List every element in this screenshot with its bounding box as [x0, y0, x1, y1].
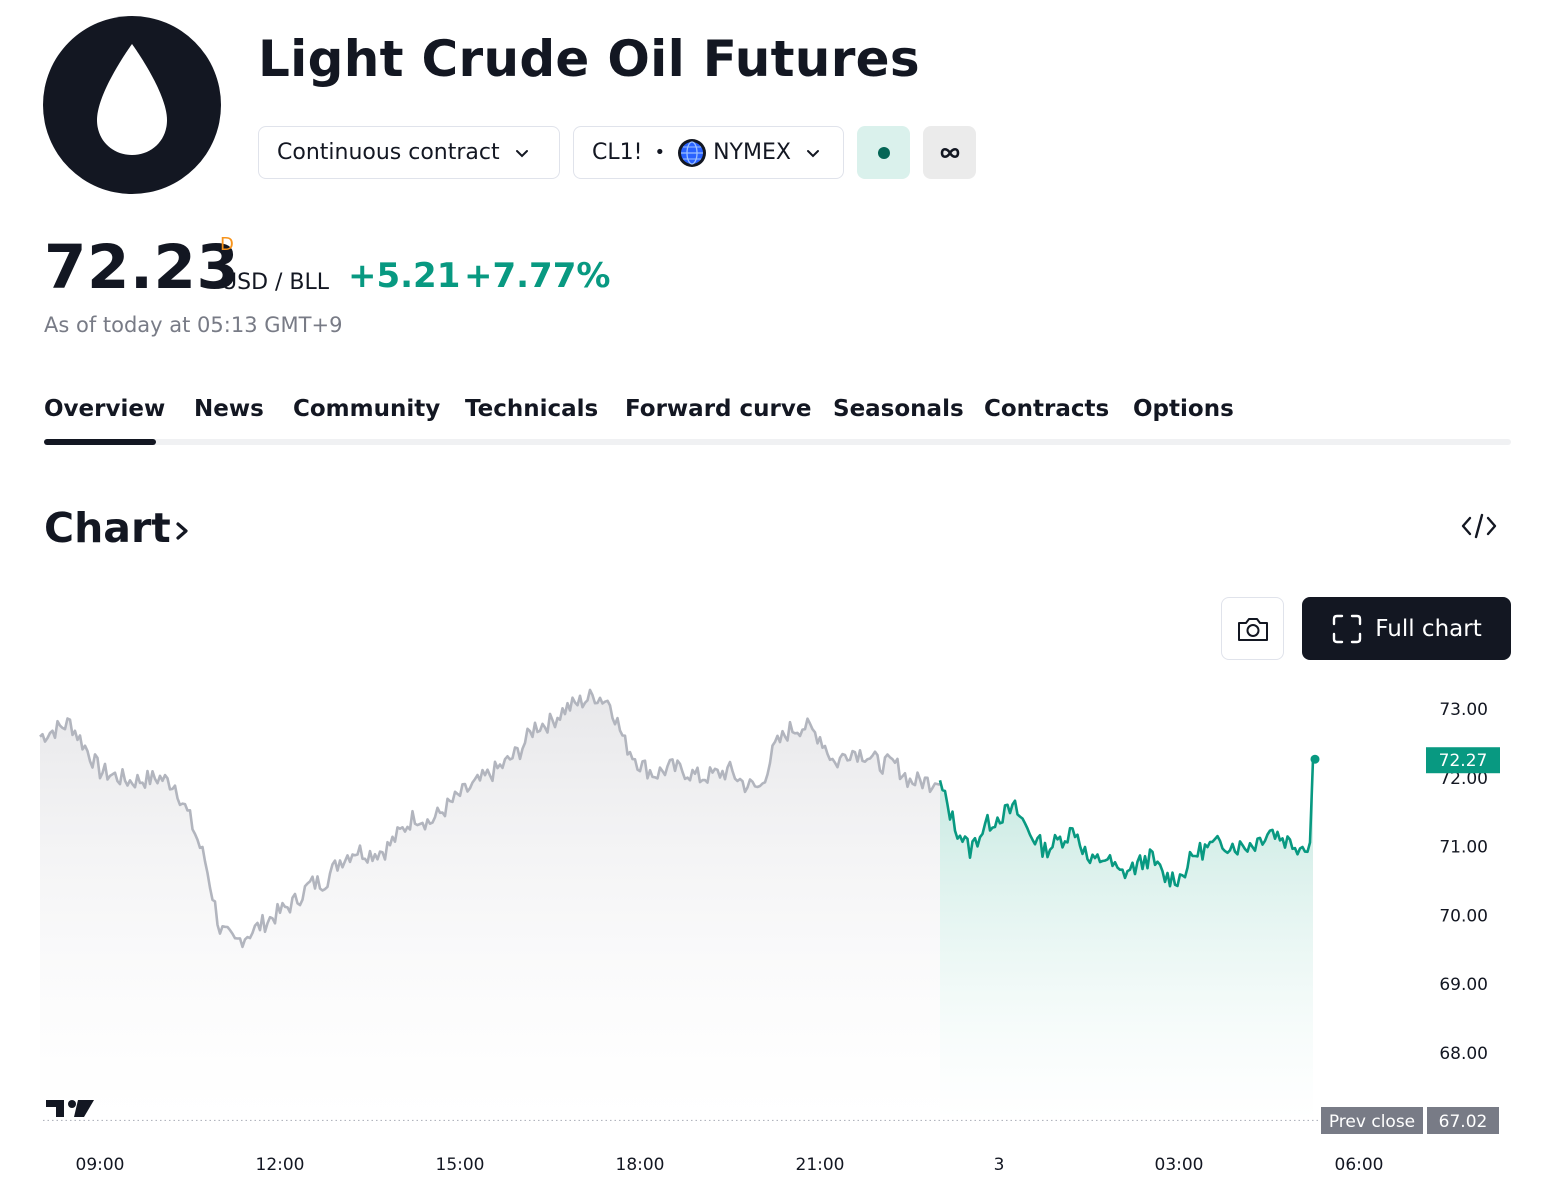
price-change-percent: +7.77%: [464, 256, 611, 296]
tab-options[interactable]: Options: [1133, 396, 1234, 422]
code-embed-icon[interactable]: [1459, 509, 1499, 543]
last-price-badge: 72.27: [1426, 747, 1500, 774]
tab-contracts[interactable]: Contracts: [984, 396, 1110, 422]
price-unit: USD / BLL: [221, 270, 330, 295]
page-title: Light Crude Oil Futures: [258, 30, 920, 88]
x-tick-label: 09:00: [76, 1155, 125, 1175]
prev-close-value: 67.02: [1439, 1112, 1488, 1132]
prev-close-label: Prev close: [1329, 1112, 1415, 1132]
x-tick-label: 21:00: [796, 1155, 845, 1175]
pre-session-line: [39, 688, 941, 949]
tab-overview[interactable]: Overview: [44, 396, 166, 422]
y-tick-label: 73.00: [1439, 700, 1488, 720]
tab-bar: Overview News Community Technicals Forwa…: [44, 396, 1511, 444]
price-chart[interactable]: 73.00 72.00 71.00 70.00 69.00 68.00 09:00 12:0…: [0, 670, 1553, 1194]
tab-active-indicator: [44, 439, 156, 445]
infinity-icon: [940, 147, 959, 158]
snapshot-button[interactable]: [1221, 597, 1284, 660]
x-tick-label: 3: [994, 1155, 1005, 1175]
tradingview-logo: [46, 1100, 94, 1117]
chart-heading-label: Chart: [44, 504, 171, 552]
market-status-button[interactable]: [857, 126, 910, 179]
last-price-badge-label: 72.27: [1439, 751, 1488, 771]
separator: •: [654, 142, 666, 163]
chevron-right-icon: [176, 522, 188, 540]
contract-select-label: Continuous contract: [277, 140, 500, 165]
y-tick-label: 72.00: [1439, 769, 1488, 789]
oil-drop-icon: [43, 16, 221, 194]
exchange-label: NYMEX: [713, 140, 791, 165]
chevron-down-icon: [515, 149, 528, 157]
delay-flag: D: [220, 234, 234, 255]
x-tick-label: 18:00: [616, 1155, 665, 1175]
session-area: [940, 759, 1313, 1121]
y-tick-label: 71.00: [1439, 838, 1488, 858]
chevron-down-icon: [806, 149, 819, 157]
y-tick-label: 69.00: [1439, 975, 1488, 995]
symbol-exchange-select[interactable]: CL1! • NYMEX: [573, 126, 844, 179]
x-tick-label: 03:00: [1155, 1155, 1204, 1175]
symbol-label: CL1!: [592, 140, 643, 165]
tab-seasonals[interactable]: Seasonals: [833, 396, 964, 422]
full-chart-button[interactable]: Full chart: [1302, 597, 1511, 660]
infinity-button[interactable]: [923, 126, 976, 179]
x-tick-label: 12:00: [256, 1155, 305, 1175]
chart-section-heading[interactable]: Chart: [44, 504, 193, 552]
y-tick-label: 68.00: [1439, 1044, 1488, 1064]
tab-news[interactable]: News: [194, 396, 264, 422]
pre-session-area: [40, 689, 940, 1121]
contract-select[interactable]: Continuous contract: [258, 126, 560, 179]
last-price: 72.23: [44, 232, 240, 303]
tab-technicals[interactable]: Technicals: [465, 396, 599, 422]
prev-close-badge: Prev close 67.02: [1321, 1107, 1499, 1134]
quote-timestamp: As of today at 05:13 GMT+9: [44, 313, 343, 337]
tab-forward-curve[interactable]: Forward curve: [625, 396, 812, 422]
x-tick-label: 06:00: [1335, 1155, 1384, 1175]
tab-community[interactable]: Community: [293, 396, 441, 422]
camera-icon: [1237, 617, 1268, 641]
price-change: +5.21: [348, 256, 461, 296]
full-chart-label: Full chart: [1375, 615, 1482, 642]
last-point-marker: [1310, 754, 1320, 764]
tab-track: [44, 439, 1511, 445]
session-line: [938, 759, 1315, 888]
x-tick-label: 15:00: [436, 1155, 485, 1175]
globe-icon: [678, 138, 707, 167]
y-tick-label: 70.00: [1439, 906, 1488, 926]
fullscreen-icon: [1333, 614, 1362, 643]
market-open-dot-icon: [877, 146, 890, 159]
